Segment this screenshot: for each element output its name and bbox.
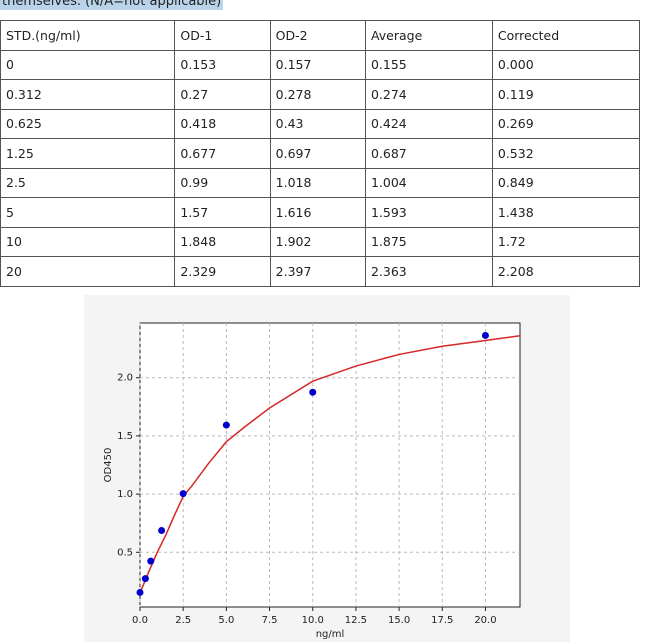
caption: themselves. (N/A=not applicable) [0, 0, 224, 10]
table-cell: 0.000 [491, 49, 641, 80]
data-point [309, 388, 317, 396]
table-cell: Average [364, 20, 493, 51]
x-tick-label: 0.0 [132, 615, 148, 626]
table-cell: 1.438 [491, 197, 641, 228]
table-row: 2.5 0.99 1.018 1.004 0.849 [0, 167, 641, 198]
table-row: 0.625 0.418 0.43 0.424 0.269 [0, 108, 641, 139]
table-row: 1.25 0.677 0.697 0.687 0.532 [0, 138, 641, 169]
table-cell: 0.269 [491, 108, 641, 139]
table-cell: 1.848 [174, 226, 271, 257]
table-cell: 1.004 [364, 167, 493, 198]
table-cell: 2.363 [364, 256, 493, 287]
x-tick-label: 20.0 [474, 615, 496, 626]
table-cell: 1.018 [269, 167, 366, 198]
table-cell: 0.687 [364, 138, 493, 169]
data-point [179, 490, 187, 498]
y-tick-label: 2.0 [117, 373, 133, 384]
table-row: 10 1.848 1.902 1.875 1.72 [0, 226, 641, 257]
table-cell: 0.43 [269, 108, 366, 139]
table-cell: 1.57 [174, 197, 271, 228]
table-cell: 0.153 [174, 49, 271, 80]
x-tick-label: 7.5 [262, 615, 278, 626]
y-tick-label: 1.5 [117, 431, 133, 442]
chart: ng/ml OD450 0.0 2.5 5.0 7.5 10.0 12.5 15.0 17.5… [84, 295, 570, 642]
table-cell: 0.278 [269, 79, 366, 110]
x-tick-label: 5.0 [218, 615, 234, 626]
table-cell: 1.593 [364, 197, 493, 228]
table-cell: 1.902 [269, 226, 366, 257]
data-point [136, 588, 144, 596]
table-cell: 0.157 [269, 49, 366, 80]
y-tick-label: 0.5 [117, 547, 133, 558]
table-cell: 10 [0, 226, 176, 257]
table-cell: 0.849 [491, 167, 641, 198]
table-cell: 1.25 [0, 138, 176, 169]
table-cell: 0.119 [491, 79, 641, 110]
table-row: 20 2.329 2.397 2.363 2.208 [0, 256, 641, 287]
y-axis-label: OD450 [103, 448, 114, 483]
table-cell: 1.72 [491, 226, 641, 257]
table-row: 5 1.57 1.616 1.593 1.438 [0, 197, 641, 228]
table-cell: 0.625 [0, 108, 176, 139]
table-row: 0 0.153 0.157 0.155 0.000 [0, 49, 641, 80]
table-cell: 2.329 [174, 256, 271, 287]
plot-area [139, 322, 521, 608]
fit-curve [139, 335, 521, 594]
table-cell: 2.5 [0, 167, 176, 198]
table-cell: OD-2 [269, 20, 366, 51]
data-table: STD.(ng/ml) OD-1 OD-2 Average Corrected 0 0.15… [0, 20, 641, 287]
data-point [481, 331, 489, 339]
x-tick-label: 17.5 [431, 615, 453, 626]
x-tick-label: 10.0 [302, 615, 324, 626]
y-tick-label: 1.0 [117, 489, 133, 500]
table-cell: STD.(ng/ml) [0, 20, 176, 51]
table-cell: 5 [0, 197, 176, 228]
x-tick-label: 15.0 [388, 615, 410, 626]
table-cell: 0 [0, 49, 176, 80]
x-axis-label: ng/ml [316, 629, 345, 640]
data-point [158, 527, 166, 535]
table-cell: 2.397 [269, 256, 366, 287]
x-tick-label: 2.5 [175, 615, 191, 626]
table-cell: 0.27 [174, 79, 271, 110]
x-tick-label: 12.5 [345, 615, 367, 626]
table-cell: OD-1 [174, 20, 271, 51]
table-cell: 0.677 [174, 138, 271, 169]
table-row: STD.(ng/ml) OD-1 OD-2 Average Corrected [0, 20, 641, 51]
table-cell: 0.418 [174, 108, 271, 139]
table-cell: 0.532 [491, 138, 641, 169]
table-cell: 1.616 [269, 197, 366, 228]
table-cell: 0.155 [364, 49, 493, 80]
table-cell: 20 [0, 256, 176, 287]
table-cell: 0.274 [364, 79, 493, 110]
table-cell: 1.875 [364, 226, 493, 257]
table-cell: 0.697 [269, 138, 366, 169]
table-cell: 2.208 [491, 256, 641, 287]
table-cell: 0.99 [174, 167, 271, 198]
data-point [147, 557, 155, 565]
table-row: 0.312 0.27 0.278 0.274 0.119 [0, 79, 641, 110]
table-cell: 0.424 [364, 108, 493, 139]
data-point [222, 421, 230, 429]
table-cell: 0.312 [0, 79, 176, 110]
table-cell: Corrected [491, 20, 641, 51]
data-point [141, 575, 149, 583]
